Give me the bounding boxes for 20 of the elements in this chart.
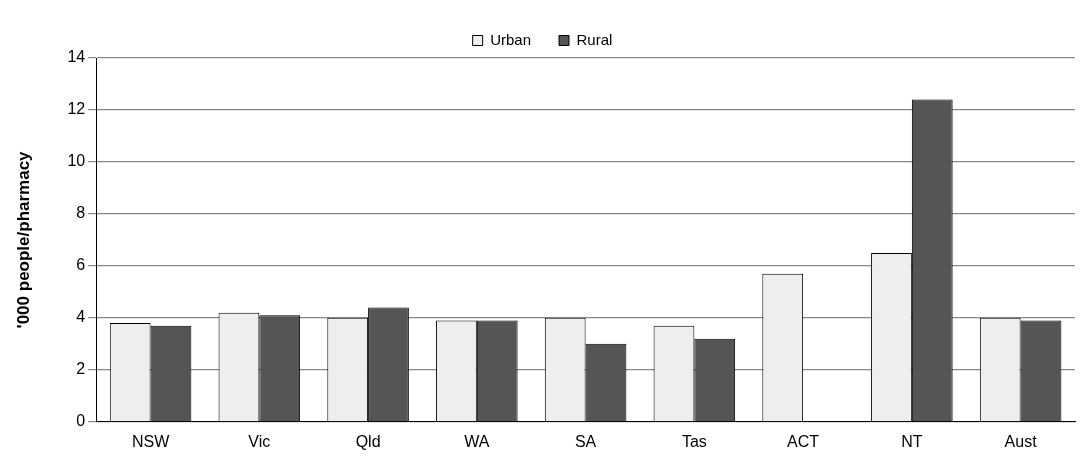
y-axis-title: '000 people/pharmacy xyxy=(13,150,33,329)
x-tick-label: Qld xyxy=(355,432,381,450)
x-tick-label: Tas xyxy=(681,432,707,450)
x-tick-label: NT xyxy=(901,432,923,450)
legend-label: Urban xyxy=(490,30,532,48)
y-tick-label: 8 xyxy=(76,204,86,222)
y-tick-label: 2 xyxy=(76,360,86,378)
y-tick-label: 10 xyxy=(67,152,86,170)
y-tick-label: 6 xyxy=(76,256,86,274)
x-tick-label: WA xyxy=(464,432,490,450)
y-tick-label: 4 xyxy=(76,308,86,326)
x-tick-label: SA xyxy=(574,432,597,450)
y-tick-label: 14 xyxy=(67,48,86,66)
x-tick-label: Vic xyxy=(248,432,271,450)
x-tick-label: Aust xyxy=(1004,432,1038,450)
x-tick-label: ACT xyxy=(787,432,820,450)
y-tick-label: 12 xyxy=(67,100,86,118)
legend-label: Rural xyxy=(576,30,613,48)
y-tick-label: 0 xyxy=(76,412,86,430)
x-tick-label: NSW xyxy=(131,432,171,450)
